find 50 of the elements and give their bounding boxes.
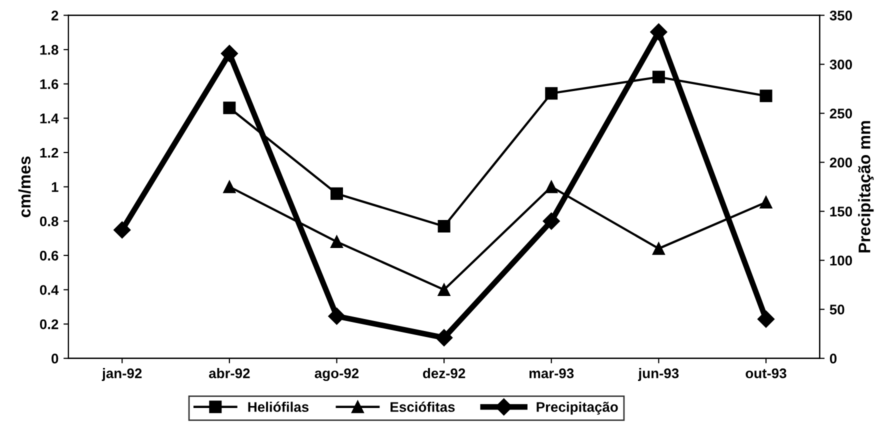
x-tick-label: out-93 (746, 368, 786, 378)
point (436, 329, 453, 346)
y-tick-label: 0 (52, 354, 58, 364)
point (757, 310, 775, 328)
y-tick-label: 2 (51, 10, 58, 20)
y-tick-label: 1.2 (40, 148, 58, 158)
point (650, 23, 668, 41)
y-tick-label: 0.6 (40, 250, 58, 261)
y-tick-label: 0.8 (40, 216, 58, 226)
y-tick-label: 0.4 (40, 285, 59, 295)
y-tick-label: 0.2 (40, 319, 58, 330)
point (652, 70, 665, 84)
y-tick-label: 1.8 (40, 44, 58, 55)
y-tick-label: 1.6 (40, 79, 58, 90)
point (328, 308, 346, 325)
legend-label: Esciófitas (390, 402, 455, 412)
x-tick-label: jan-92 (102, 368, 142, 382)
y2-tick-label: 0 (830, 354, 837, 364)
point (114, 221, 131, 238)
x-tick-label: abr-92 (208, 368, 250, 378)
y2-tick-label: 250 (830, 108, 852, 118)
point (760, 196, 772, 209)
point (542, 212, 560, 230)
legend-label: Heliófilas (248, 402, 309, 412)
y-tick-label: 1 (52, 182, 58, 192)
point (223, 102, 236, 114)
x-tick-label: ago-92 (314, 368, 359, 382)
y-tick-label: 1.4 (40, 114, 59, 124)
legend-label: Precipitação (536, 402, 618, 415)
point (545, 87, 558, 100)
point (330, 187, 343, 200)
y-axis-title: cm/mes (18, 156, 31, 218)
point (438, 220, 450, 233)
point (438, 283, 450, 296)
point (223, 180, 236, 194)
y2-tick-label: 150 (830, 206, 852, 216)
x-tick-label: jun-93 (638, 368, 679, 382)
y2-tick-label: 300 (830, 60, 852, 70)
point (545, 180, 558, 194)
point (652, 242, 665, 255)
point (220, 44, 238, 62)
point (330, 235, 343, 248)
x-tick-label: dez-92 (423, 368, 466, 378)
x-tick-label: mar-93 (530, 368, 574, 378)
y2-tick-label: 100 (830, 256, 852, 266)
y2-tick-label: 200 (830, 158, 852, 168)
y2-axis-title: Precipitação mm (858, 121, 874, 252)
point (760, 90, 772, 102)
y2-tick-label: 50 (830, 304, 844, 315)
y2-tick-label: 350 (830, 10, 852, 20)
